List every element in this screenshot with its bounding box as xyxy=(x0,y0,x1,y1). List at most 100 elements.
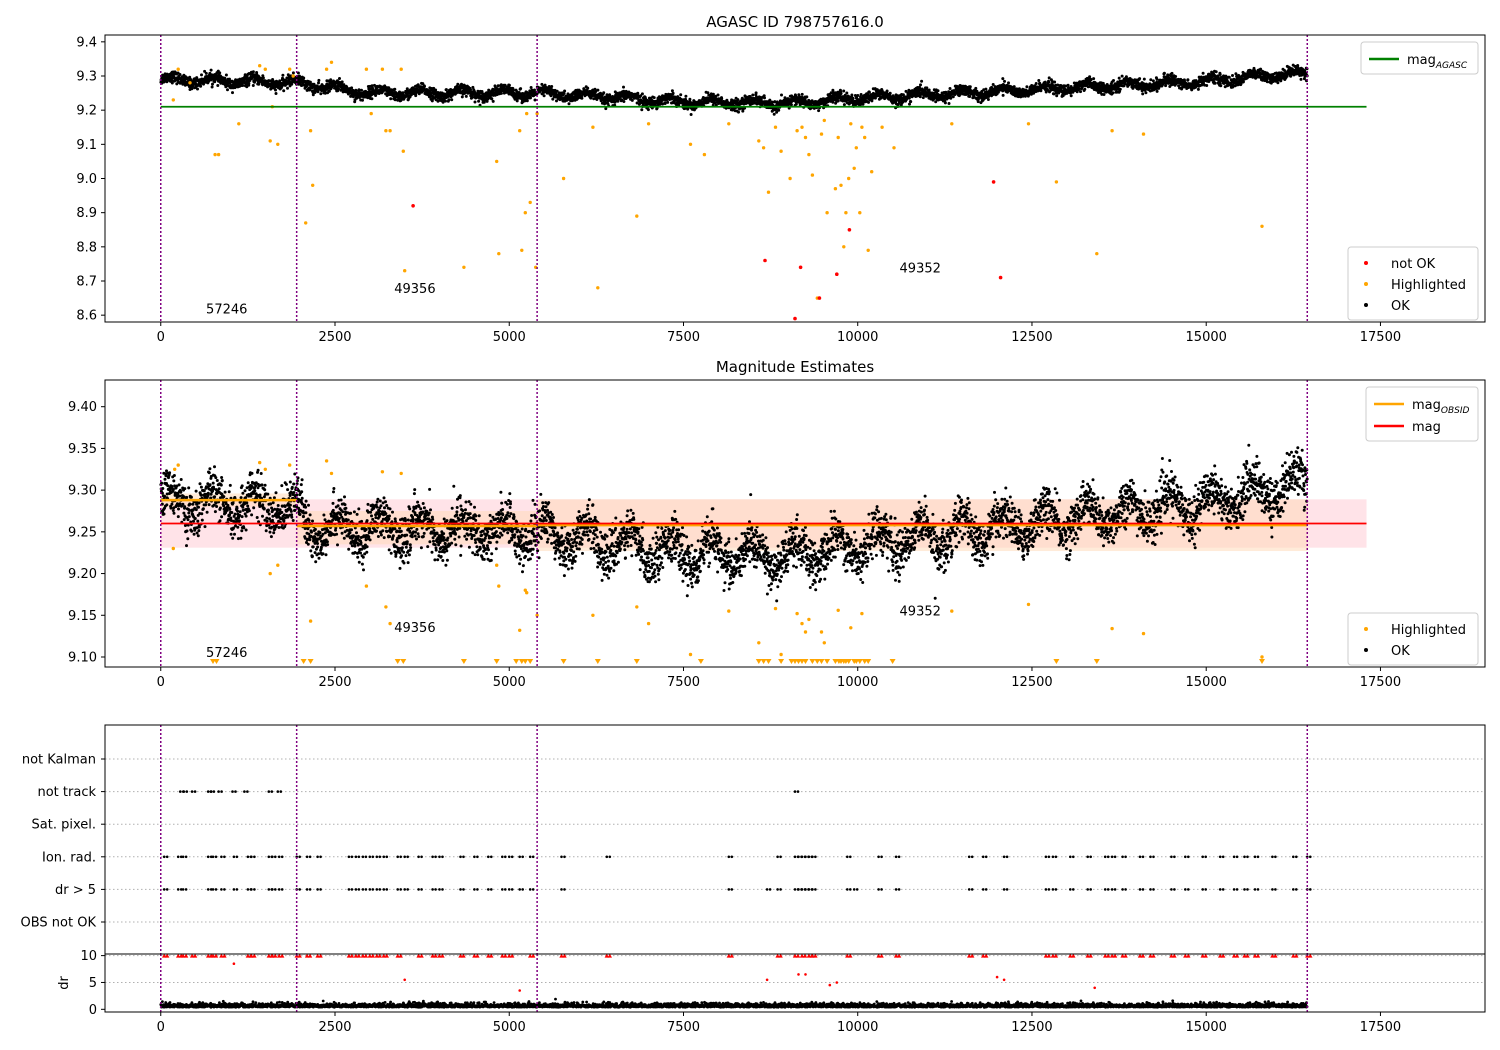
ok-point xyxy=(471,95,475,99)
ok-point xyxy=(867,90,871,94)
ok-point xyxy=(515,99,519,103)
ok-point xyxy=(943,101,947,105)
ok-point xyxy=(1227,75,1231,79)
ok-point xyxy=(211,82,214,86)
ok-point xyxy=(357,88,361,92)
ok-point xyxy=(1034,82,1038,85)
ok-point xyxy=(1142,77,1146,81)
ok-point xyxy=(389,97,393,101)
ok-point xyxy=(1141,92,1145,96)
ok-point xyxy=(490,97,494,101)
ok-point xyxy=(817,109,821,113)
ok-point xyxy=(329,78,333,82)
ok-point xyxy=(311,93,315,97)
ok-point xyxy=(286,86,289,90)
ok-point xyxy=(327,89,331,93)
ok-point xyxy=(274,88,277,92)
ok-point xyxy=(1037,79,1041,82)
ok-point xyxy=(247,81,251,85)
p1-ok-points xyxy=(159,63,1309,116)
ok-point xyxy=(340,80,344,84)
ok-point xyxy=(1149,78,1153,82)
ok-point xyxy=(1053,80,1057,84)
ok-point xyxy=(921,96,925,100)
ok-point xyxy=(845,91,849,95)
ok-point xyxy=(1120,74,1124,78)
ok-point xyxy=(1089,78,1093,82)
ok-point xyxy=(1001,93,1005,97)
ok-point xyxy=(919,83,922,87)
ok-point xyxy=(296,71,300,75)
ok-point xyxy=(393,98,397,102)
ok-point xyxy=(836,99,840,103)
ok-point xyxy=(602,91,606,95)
ok-point xyxy=(1162,71,1166,75)
ok-point xyxy=(936,89,940,93)
ok-point xyxy=(885,89,889,93)
ok-point xyxy=(567,102,571,106)
ok-point xyxy=(1186,78,1190,82)
ok-point xyxy=(652,96,656,100)
ok-point xyxy=(361,98,364,102)
ok-point xyxy=(317,78,321,82)
ok-point xyxy=(1055,94,1059,98)
ok-point xyxy=(434,88,438,92)
ok-point xyxy=(218,71,222,75)
ok-point xyxy=(542,94,546,98)
ok-point xyxy=(689,113,693,116)
ok-point xyxy=(300,84,304,87)
ok-point xyxy=(1218,73,1222,76)
ok-point xyxy=(317,81,320,85)
ok-point xyxy=(1214,70,1218,74)
ok-point xyxy=(839,91,843,95)
ok-point xyxy=(1118,87,1122,91)
ok-point xyxy=(1083,87,1087,91)
ok-point xyxy=(754,91,758,95)
ok-point xyxy=(640,108,644,112)
ok-point xyxy=(209,77,213,81)
ok-point xyxy=(772,112,776,116)
ok-point xyxy=(1117,76,1121,80)
ok-point xyxy=(562,92,566,95)
ok-point xyxy=(850,93,854,97)
ok-point xyxy=(278,79,282,83)
ok-point xyxy=(580,96,584,100)
ok-point xyxy=(204,71,208,75)
ok-point xyxy=(596,88,600,92)
ok-point xyxy=(257,82,261,86)
ok-point xyxy=(337,87,340,91)
ok-point xyxy=(640,92,644,96)
ok-point xyxy=(370,84,374,88)
ok-point xyxy=(1077,87,1081,91)
ok-point xyxy=(1112,79,1115,82)
ok-point xyxy=(529,86,533,89)
ok-point xyxy=(1174,75,1178,78)
ok-point xyxy=(1151,79,1155,83)
ok-point xyxy=(370,97,374,101)
ok-point xyxy=(789,103,793,107)
ok-point xyxy=(974,86,978,90)
ok-point xyxy=(688,97,692,101)
ok-point xyxy=(393,87,397,91)
ok-point xyxy=(251,70,255,74)
ok-point xyxy=(308,80,312,84)
ok-point xyxy=(1219,84,1223,88)
ok-point xyxy=(856,94,860,97)
ok-point xyxy=(1043,80,1047,84)
ok-point xyxy=(646,108,650,112)
ok-point xyxy=(1079,90,1082,94)
ok-point xyxy=(200,73,203,77)
ok-point xyxy=(525,99,529,103)
ok-point xyxy=(920,79,924,83)
ok-point xyxy=(423,84,426,88)
ok-point xyxy=(165,80,169,84)
ok-point xyxy=(1155,77,1159,81)
ok-point xyxy=(777,108,781,112)
ok-point xyxy=(209,68,213,72)
ok-point xyxy=(666,100,670,104)
ok-point xyxy=(1155,89,1159,93)
ok-point xyxy=(533,98,537,102)
ok-point xyxy=(636,91,640,95)
ok-point xyxy=(1170,71,1174,75)
ok-point xyxy=(671,91,675,95)
